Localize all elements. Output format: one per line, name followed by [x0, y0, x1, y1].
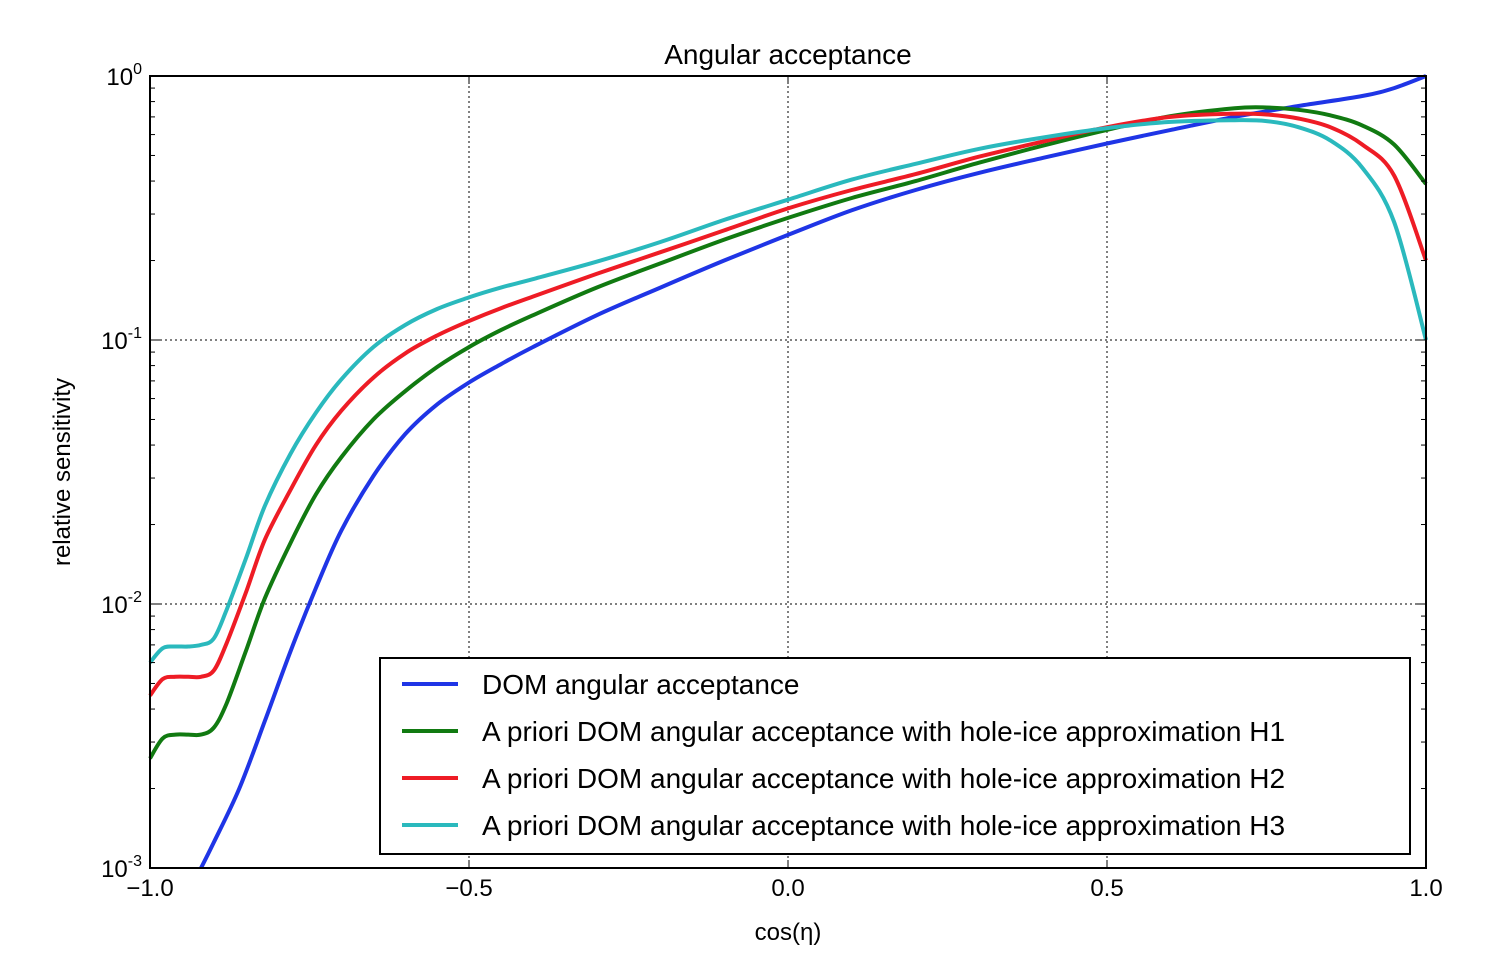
- legend-entry-3: A priori DOM angular acceptance with hol…: [482, 763, 1285, 794]
- y-tick-base: 10: [101, 856, 128, 883]
- y-tick-exponent: 0: [133, 61, 142, 78]
- plot-frame: [149, 75, 1427, 869]
- legend-entry-4: A priori DOM angular acceptance with hol…: [482, 810, 1285, 841]
- x-tick-label: 1.0: [1409, 875, 1442, 902]
- series-line-3: [148, 111, 1428, 697]
- legend-entry-2: A priori DOM angular acceptance with hol…: [482, 716, 1285, 747]
- y-tick-base: 10: [101, 328, 128, 355]
- y-tick-exponent: -1: [128, 325, 142, 342]
- y-tick-exponent: -3: [128, 853, 142, 870]
- y-tick-exponent: -2: [128, 589, 142, 606]
- x-tick-label: −1.0: [126, 875, 173, 902]
- series-line-4: [148, 118, 1428, 664]
- y-tick-label: 10-3: [101, 853, 142, 883]
- chart-title: Angular acceptance: [664, 39, 912, 70]
- legend-box: [379, 657, 1411, 855]
- x-tick-label: 0.5: [1090, 875, 1123, 902]
- series-lines: [148, 74, 1428, 869]
- y-tick-base: 10: [106, 64, 133, 91]
- y-tick-label: 100: [106, 61, 142, 91]
- series-line-1: [199, 74, 1427, 869]
- x-tick-label: −0.5: [445, 875, 492, 902]
- y-axis-title: relative sensitivity: [49, 378, 76, 566]
- legend-entry-1: DOM angular acceptance: [482, 669, 800, 700]
- y-tick-label: 10-1: [101, 325, 142, 355]
- y-tick-label: 10-2: [101, 589, 142, 619]
- x-axis-title: cos(η): [755, 919, 822, 946]
- series-line-2: [148, 105, 1428, 760]
- legend: DOM angular acceptance A priori DOM angul…: [379, 657, 1411, 855]
- x-tick-label: 0.0: [771, 875, 804, 902]
- y-tick-base: 10: [101, 592, 128, 619]
